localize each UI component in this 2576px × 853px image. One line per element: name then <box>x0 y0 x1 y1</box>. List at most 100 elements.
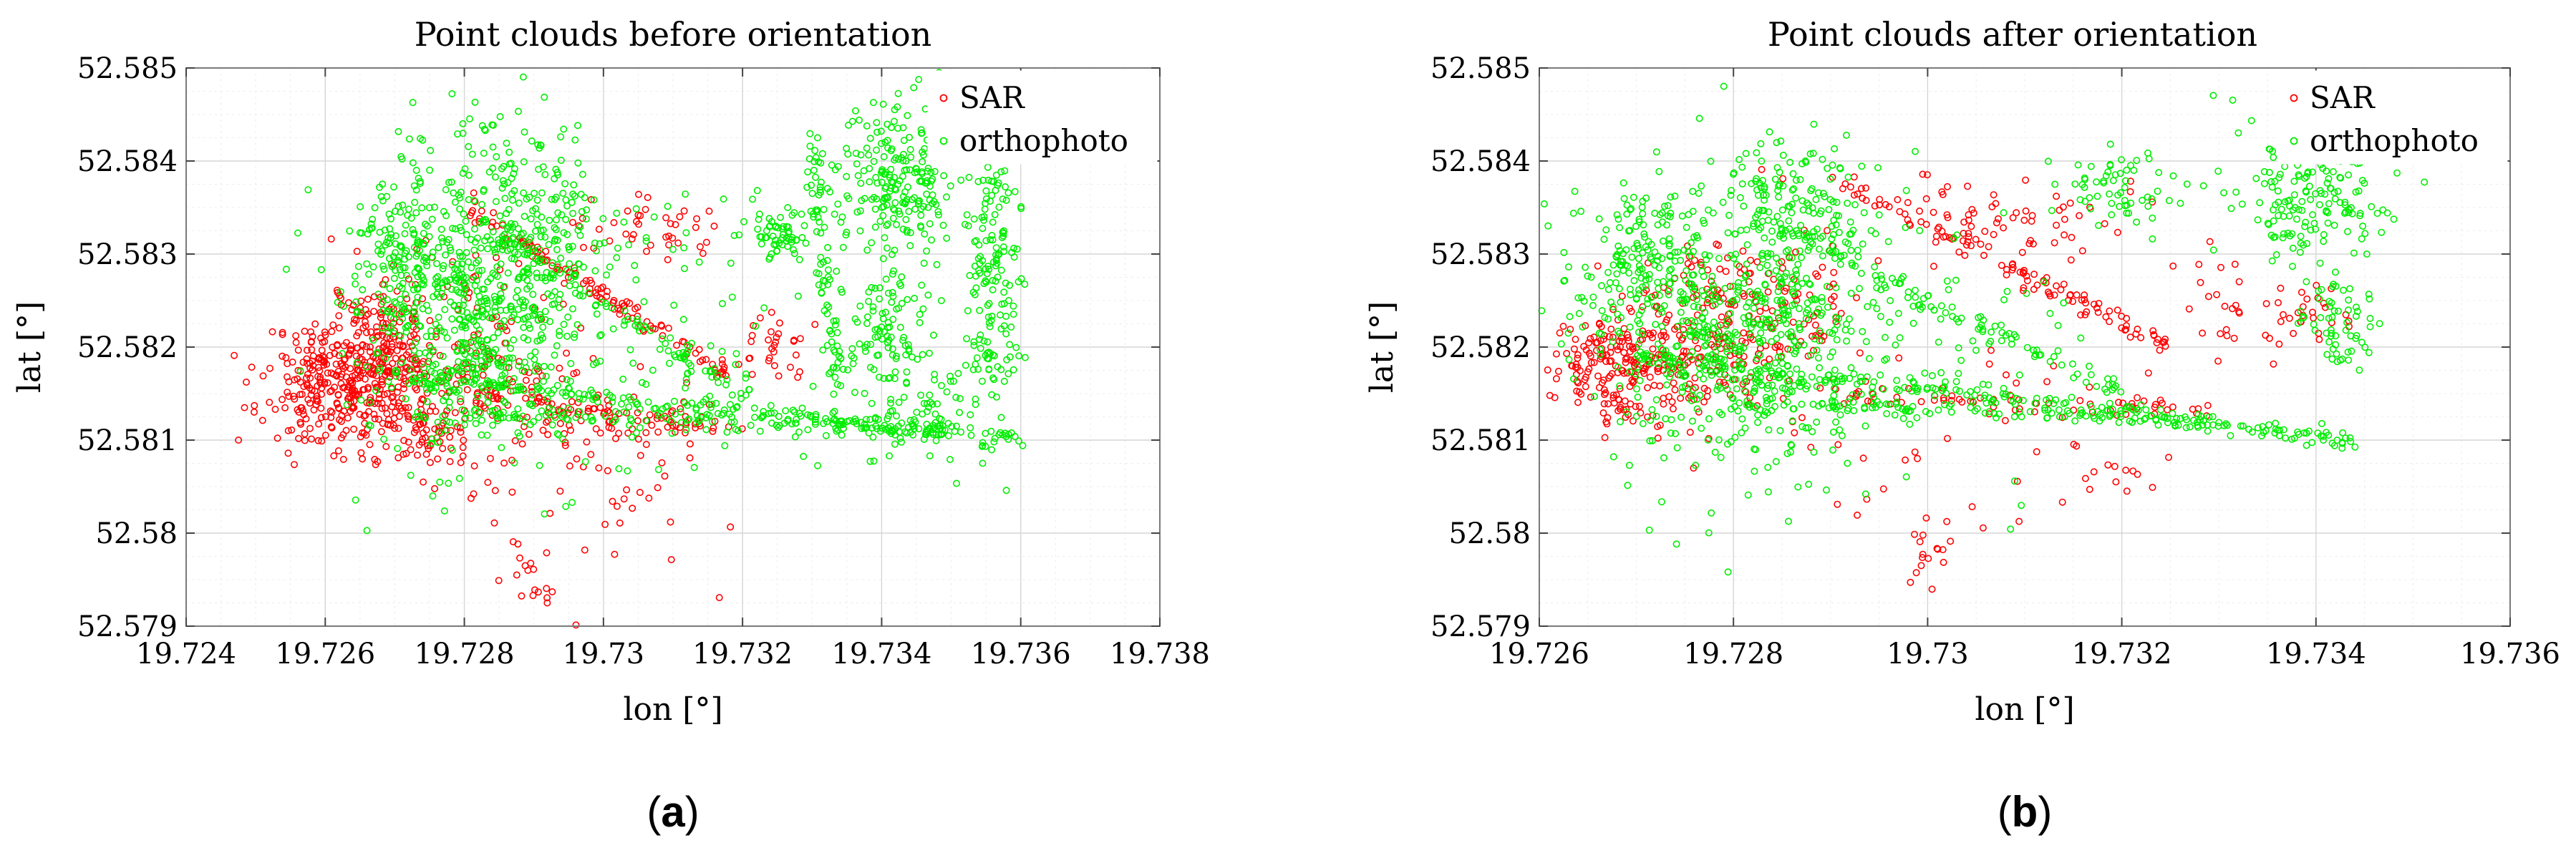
data-point <box>982 277 989 285</box>
data-point <box>1792 176 1800 184</box>
data-point <box>319 357 327 365</box>
data-point <box>975 241 983 249</box>
data-point <box>715 594 723 602</box>
data-point <box>682 229 690 237</box>
data-point <box>497 376 505 384</box>
data-point <box>569 190 577 198</box>
data-point <box>545 240 553 248</box>
data-point <box>1819 263 1826 271</box>
data-point <box>985 366 993 374</box>
data-point <box>1658 498 1666 506</box>
data-point <box>573 122 581 130</box>
data-point <box>984 176 992 184</box>
data-point <box>553 168 561 176</box>
data-point <box>541 93 548 101</box>
data-point <box>1786 225 1793 233</box>
data-point <box>385 368 393 376</box>
data-point <box>378 247 386 255</box>
data-point <box>482 311 490 318</box>
data-point <box>1864 303 1872 311</box>
data-point <box>1002 312 1010 320</box>
data-point <box>952 394 960 401</box>
data-point <box>435 243 442 251</box>
data-point <box>576 286 584 293</box>
data-point <box>2078 247 2086 255</box>
data-point <box>465 354 473 362</box>
data-point <box>906 229 914 237</box>
data-point <box>474 341 482 349</box>
data-point <box>441 306 449 313</box>
data-point <box>753 187 761 195</box>
data-point <box>330 452 338 459</box>
data-point <box>609 398 616 406</box>
data-point <box>2123 487 2131 495</box>
data-point <box>457 428 465 436</box>
data-point <box>536 245 543 253</box>
data-point <box>500 459 508 467</box>
data-point <box>2058 498 2066 506</box>
data-point <box>1744 491 1752 499</box>
data-point <box>719 370 727 378</box>
data-point <box>572 621 580 629</box>
data-point <box>881 194 888 202</box>
data-point <box>1943 517 1951 525</box>
data-point <box>740 218 748 225</box>
data-point <box>619 375 627 383</box>
data-point <box>2231 260 2239 268</box>
data-point <box>520 189 528 197</box>
data-point <box>631 261 639 269</box>
data-point <box>2169 262 2177 270</box>
data-point <box>898 273 906 281</box>
data-point <box>366 441 374 449</box>
data-point <box>491 487 499 494</box>
data-point <box>2043 378 2051 386</box>
data-point <box>913 168 921 176</box>
data-point <box>394 424 402 432</box>
data-point <box>533 220 541 228</box>
data-point <box>1756 263 1764 271</box>
data-point <box>343 401 351 409</box>
data-point <box>1841 326 1849 334</box>
data-point <box>418 280 426 288</box>
data-point <box>1644 384 1652 391</box>
data-point <box>551 300 558 308</box>
data-point <box>461 286 469 293</box>
data-point <box>2134 394 2141 401</box>
data-point <box>2000 224 2008 232</box>
data-point <box>403 295 411 303</box>
panel-label: (a) <box>647 788 699 836</box>
data-point <box>324 369 331 377</box>
data-point <box>2262 300 2270 308</box>
data-point <box>810 167 818 175</box>
data-point <box>1940 558 1947 566</box>
data-point <box>563 376 571 384</box>
data-point <box>573 455 581 463</box>
data-point <box>1604 268 1612 276</box>
data-point <box>976 306 984 314</box>
data-point <box>412 186 420 194</box>
data-point <box>504 179 512 187</box>
data-point <box>538 189 546 197</box>
data-point <box>868 399 876 407</box>
data-point <box>1589 293 1597 301</box>
data-point <box>818 150 826 157</box>
data-point <box>413 334 421 342</box>
data-point <box>536 141 544 149</box>
data-point <box>298 390 306 398</box>
data-point <box>371 415 379 423</box>
data-point <box>478 337 485 345</box>
data-point <box>501 399 509 406</box>
x-tick-labels: 19.724 19.726 19.728 19.73 19.732 19.734 19.73… <box>136 638 1210 671</box>
data-point <box>358 356 366 364</box>
data-point <box>571 192 578 200</box>
data-point <box>383 409 391 417</box>
data-point <box>405 205 412 213</box>
data-point <box>568 198 576 206</box>
data-point <box>884 144 892 152</box>
data-point <box>879 315 887 323</box>
data-point <box>489 313 497 321</box>
data-point <box>981 205 989 213</box>
data-point <box>457 398 465 406</box>
data-point <box>881 328 888 336</box>
data-point <box>792 351 800 359</box>
